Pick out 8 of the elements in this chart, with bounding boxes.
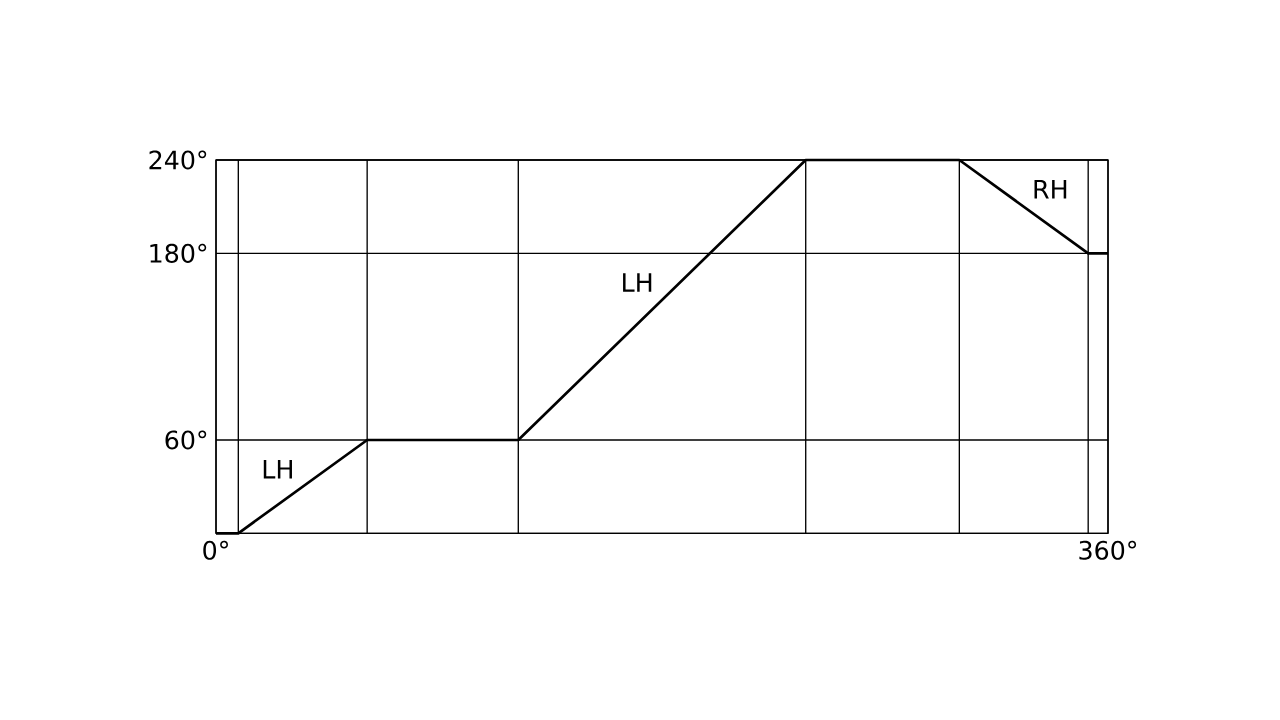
annotation: RH (1034, 179, 1067, 199)
x-tick-label: 360° (1079, 540, 1137, 560)
y-tick-label: 240° (149, 150, 207, 170)
y-tick-label: 180° (150, 243, 207, 263)
y-tick-label: 60° (165, 430, 207, 450)
annotation: LH (623, 273, 652, 292)
annotation: LH (263, 459, 292, 479)
x-tick-label: 0° (203, 540, 228, 560)
